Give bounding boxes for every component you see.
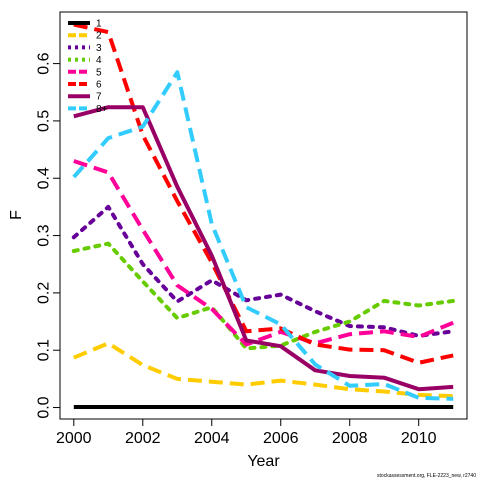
series-line-6 xyxy=(73,22,454,365)
y-tick-label: 0.3 xyxy=(36,224,53,246)
y-tick-label: 0.0 xyxy=(36,396,53,418)
y-tick-label: 0.5 xyxy=(35,110,52,132)
legend-label: 8+ xyxy=(96,104,108,115)
series-line-8plus xyxy=(72,70,454,401)
x-axis: 2000 2002 2004 2006 2008 2010 xyxy=(56,418,437,447)
y-tick-label: 0.6 xyxy=(36,52,53,74)
x-tick-label: 2010 xyxy=(401,430,437,447)
legend-label: 7 xyxy=(96,92,102,103)
y-axis: 0.0 0.1 0.2 0.3 0.4 0.5 0.6 xyxy=(35,52,61,419)
series-line-3 xyxy=(71,204,456,338)
legend-label: 4 xyxy=(96,55,102,66)
legend-label: 6 xyxy=(96,80,102,91)
y-tick-label: 0.2 xyxy=(36,282,53,304)
legend-label: 2 xyxy=(96,31,102,42)
series-line-5 xyxy=(73,159,454,347)
x-tick-label: 2004 xyxy=(194,430,230,447)
footer-credit: stockassessment.org, FLE-2223_new, r2740 xyxy=(377,473,476,479)
legend-label: 3 xyxy=(96,43,102,54)
legend-label: 1 xyxy=(96,19,102,30)
x-tick-label: 2006 xyxy=(263,430,299,447)
x-axis-title: Year xyxy=(247,453,280,470)
x-tick-label: 2002 xyxy=(125,430,161,447)
y-axis-title: F xyxy=(8,210,25,220)
series-line-7 xyxy=(73,105,454,392)
x-tick-label: 2008 xyxy=(332,430,368,447)
y-tick-label: 0.1 xyxy=(36,339,53,361)
x-tick-label: 2000 xyxy=(56,430,92,447)
y-tick-label: 0.4 xyxy=(36,167,53,189)
series-layer xyxy=(71,22,456,409)
series-line-2 xyxy=(73,341,454,399)
series-line-4 xyxy=(71,241,456,351)
legend-label: 5 xyxy=(96,67,102,78)
